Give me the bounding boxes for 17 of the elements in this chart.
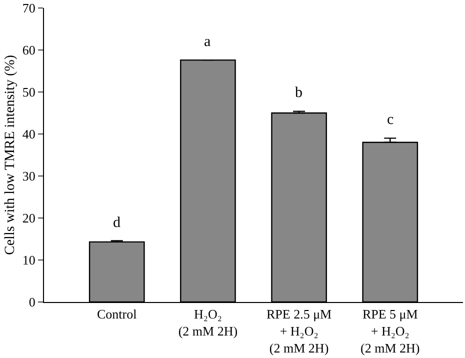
y-tick-label: 10 bbox=[22, 252, 36, 268]
y-tick-label: 0 bbox=[28, 294, 36, 310]
x-tick-label: RPE 2.5 μM + H₂O₂ (2 mM 2H) bbox=[266, 306, 332, 356]
y-tick-label: 70 bbox=[22, 0, 36, 16]
x-tick-label: RPE 5 μM + H₂O₂ (2 mM 2H) bbox=[360, 306, 420, 356]
x-tick-label: Control bbox=[97, 306, 138, 322]
y-tick-label: 50 bbox=[22, 84, 36, 100]
y-tick-label: 40 bbox=[22, 126, 36, 142]
annotation: b bbox=[295, 85, 302, 101]
y-tick-label: 20 bbox=[22, 210, 36, 226]
y-tick-label: 60 bbox=[22, 42, 36, 58]
annotation: a bbox=[204, 34, 211, 50]
y-axis-title: Cells with low TMRE intensity (%) bbox=[3, 54, 18, 256]
x-tick-label: H₂O₂ (2 mM 2H) bbox=[178, 306, 238, 338]
annotation: d bbox=[113, 215, 121, 231]
y-tick-label: 30 bbox=[22, 168, 36, 184]
annotation: c bbox=[387, 112, 394, 128]
